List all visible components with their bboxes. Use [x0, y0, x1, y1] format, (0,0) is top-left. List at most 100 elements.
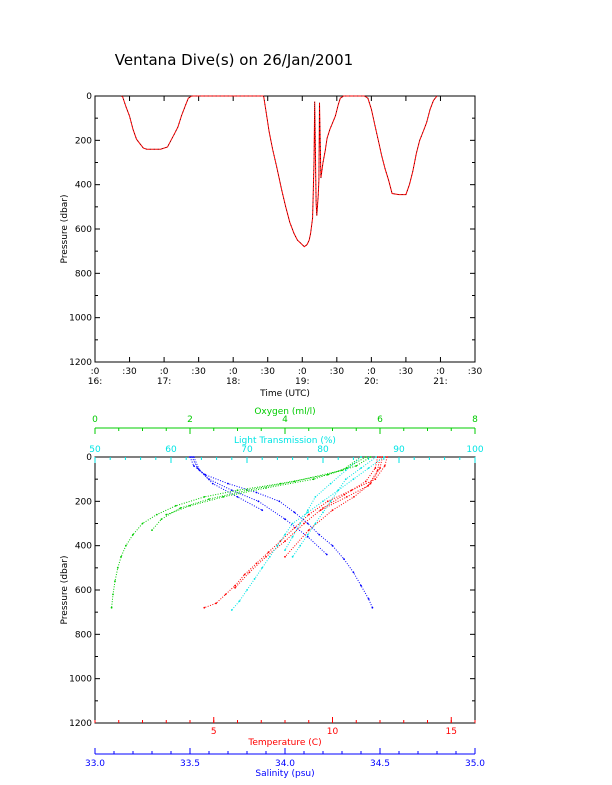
oxygen-point — [174, 504, 177, 507]
temperature-tick-label: 15 — [446, 727, 457, 737]
transmission-profile — [284, 456, 362, 551]
oxygen-point — [341, 469, 343, 472]
y-tick-label: 1000 — [69, 675, 92, 685]
x-axis-label: Time (UTC) — [259, 389, 310, 399]
temperature-axis-label: Temperature (C) — [247, 738, 321, 748]
salinity-point — [192, 465, 195, 467]
y-tick-label: 600 — [75, 225, 92, 235]
y-tick-label: 1200 — [69, 358, 92, 368]
transmission-tick-label: 90 — [393, 445, 405, 455]
oxygen-point — [236, 489, 239, 492]
transmission-point — [261, 566, 264, 569]
salinity-tick-label: 34.0 — [275, 759, 295, 769]
depth-trace-black — [121, 95, 192, 150]
transmission-tick-label: 60 — [165, 445, 177, 455]
temperature-point — [379, 467, 381, 469]
temperature-point — [303, 522, 305, 525]
salinity-point — [261, 509, 264, 512]
x-tick-label: :0 — [160, 367, 169, 377]
transmission-point — [322, 511, 324, 514]
transmission-point — [291, 555, 294, 558]
temperature-point — [203, 606, 206, 609]
oxygen-point — [165, 513, 168, 516]
y-tick-label: 200 — [75, 497, 92, 507]
y-axis-label: Pressure (dbar) — [60, 556, 70, 625]
salinity-point — [192, 456, 195, 458]
oxygen-tick-label: 2 — [187, 415, 193, 425]
x-tick-label: :30 — [468, 367, 483, 377]
profile-chart: 0 200 400 600 800 1000 1200 Pressure (dbar) 0 2 4 6… — [60, 407, 485, 779]
oxygen-point — [293, 480, 296, 483]
x-hour-label: 17: — [157, 377, 171, 387]
transmission-point — [299, 522, 302, 525]
x-hour-label: 16: — [88, 377, 102, 387]
salinity-point — [191, 456, 193, 458]
transmission-point — [360, 456, 362, 458]
y-tick-label: 1000 — [69, 314, 92, 324]
salinity-point — [230, 489, 233, 492]
temperature-point — [369, 482, 372, 485]
oxygen-point — [116, 566, 119, 569]
salinity-point — [278, 500, 281, 503]
oxygen-tick-label: 0 — [92, 415, 98, 425]
salinity-point — [306, 522, 309, 525]
salinity-point — [352, 571, 355, 574]
temperature-point — [379, 456, 381, 458]
x-tick-label: :0 — [229, 367, 238, 377]
x-tick-label: :30 — [191, 367, 206, 377]
transmission-point — [375, 456, 378, 458]
depth-trace-black — [364, 95, 438, 195]
temperature-point — [243, 573, 246, 576]
oxygen-point — [120, 555, 122, 558]
temperature-point — [364, 480, 367, 483]
salinity-point — [236, 496, 239, 498]
salinity-tick-label: 33.5 — [180, 759, 200, 769]
transmission-profile — [292, 456, 377, 558]
salinity-point — [318, 533, 321, 536]
salinity-point — [257, 500, 260, 503]
x-tick-label: :0 — [91, 367, 100, 377]
y-tick-label: 600 — [75, 586, 92, 596]
oxygen-tick-label: 8 — [472, 415, 478, 425]
temperature-point — [331, 509, 334, 512]
transmission-point — [352, 478, 355, 481]
temperature-point — [383, 465, 386, 467]
transmission-point — [322, 500, 324, 503]
temperature-point — [307, 529, 310, 531]
transmission-axis-label: Light Transmission (%) — [234, 436, 336, 446]
x-tick-label: :0 — [298, 367, 307, 377]
oxygen-point — [265, 487, 267, 489]
oxygen-point — [151, 529, 153, 531]
oxygen-point — [208, 498, 210, 500]
transmission-tick-label: 70 — [241, 445, 253, 455]
transmission-tick-label: 80 — [317, 445, 329, 455]
oxygen-point — [125, 544, 127, 547]
oxygen-point — [222, 496, 225, 498]
y-tick-label: 1200 — [69, 719, 92, 729]
salinity-axis-label: Salinity (psu) — [255, 769, 314, 779]
y-tick-label: 0 — [86, 92, 92, 102]
y-tick-label: 200 — [75, 136, 92, 146]
oxygen-point — [355, 465, 358, 467]
time-pressure-chart: 0 200 400 600 800 1000 1200 Pressure (dbar):0:3… — [60, 92, 483, 399]
transmission-point — [367, 467, 370, 469]
temperature-point — [322, 507, 324, 509]
salinity-point — [227, 482, 229, 485]
transmission-point — [337, 489, 340, 492]
salinity-point — [255, 491, 258, 494]
temperature-point — [307, 513, 310, 516]
temperature-point — [374, 478, 377, 481]
temperature-point — [374, 467, 377, 469]
salinity-tick-label: 34.5 — [370, 759, 390, 769]
salinity-point — [284, 518, 286, 520]
salinity-point — [211, 482, 214, 485]
oxygen-point — [179, 507, 182, 509]
y-tick-label: 400 — [75, 542, 92, 552]
oxygen-point — [189, 504, 191, 507]
x-tick-label: :30 — [122, 367, 137, 377]
oxygen-point — [112, 593, 114, 596]
plot-frame — [94, 456, 476, 724]
transmission-point — [253, 578, 256, 580]
oxygen-profile — [151, 456, 362, 531]
